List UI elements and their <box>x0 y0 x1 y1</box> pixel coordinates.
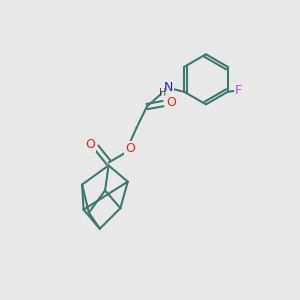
Text: N: N <box>164 81 173 94</box>
Text: O: O <box>85 138 95 151</box>
Text: O: O <box>167 96 176 109</box>
Text: F: F <box>235 84 242 97</box>
Text: H: H <box>159 88 166 98</box>
Text: O: O <box>125 142 135 155</box>
